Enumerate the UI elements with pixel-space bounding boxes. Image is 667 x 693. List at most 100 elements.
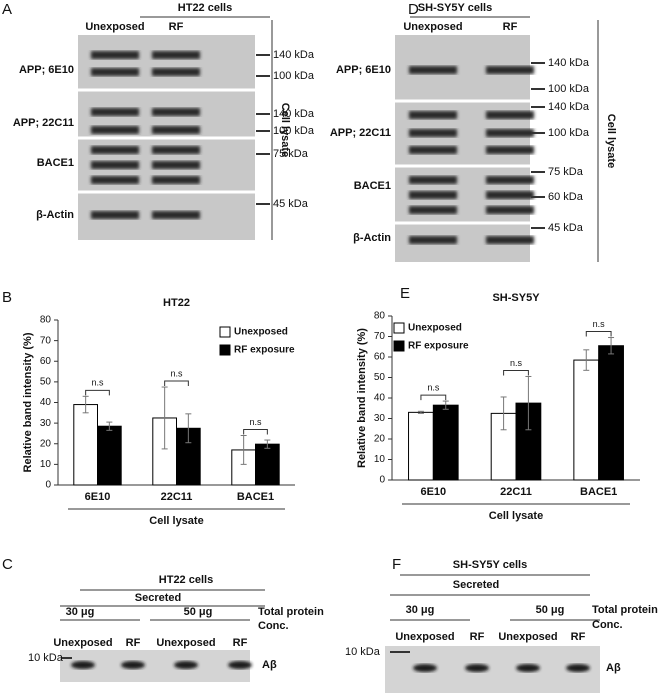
band bbox=[516, 664, 540, 672]
panel-label: E bbox=[400, 285, 410, 302]
side-label: Cell lysate bbox=[279, 103, 291, 157]
band bbox=[566, 664, 590, 672]
row-label: BACE1 bbox=[354, 180, 391, 192]
panel-label: A bbox=[2, 1, 12, 18]
bar bbox=[408, 411, 434, 481]
lane-label: RF bbox=[503, 21, 518, 33]
error-bar bbox=[525, 375, 532, 431]
band bbox=[71, 661, 95, 669]
marker-label: 140 kDa bbox=[273, 108, 315, 120]
panel-label: F bbox=[392, 556, 401, 573]
x-tick-label: BACE1 bbox=[237, 491, 274, 503]
band bbox=[152, 51, 200, 59]
panel-label: C bbox=[2, 556, 13, 573]
y-tick-label: 30 bbox=[40, 418, 52, 429]
band bbox=[91, 146, 139, 154]
lane-label: Unexposed bbox=[85, 21, 144, 33]
lane-label: Unexposed bbox=[498, 631, 557, 643]
significance-bracket bbox=[243, 429, 268, 435]
blot-title: HT22 cells bbox=[178, 2, 232, 14]
lane-label: RF bbox=[169, 21, 184, 33]
band bbox=[91, 108, 139, 116]
band bbox=[486, 176, 534, 184]
y-tick-label: 40 bbox=[374, 393, 386, 404]
error-bar bbox=[417, 410, 424, 414]
significance-bracket bbox=[164, 380, 189, 387]
blot-gap bbox=[395, 164, 530, 168]
y-tick-label: 0 bbox=[379, 475, 385, 486]
band bbox=[409, 206, 457, 214]
y-tick-label: 10 bbox=[40, 459, 52, 470]
band bbox=[152, 68, 200, 76]
band bbox=[486, 146, 534, 154]
band bbox=[409, 236, 457, 244]
legend-swatch bbox=[393, 322, 405, 334]
y-tick-label: 70 bbox=[374, 331, 386, 342]
band bbox=[152, 161, 200, 169]
significance-bracket bbox=[85, 389, 110, 396]
y-tick-label: 0 bbox=[45, 480, 51, 491]
error-bar bbox=[161, 386, 168, 450]
band bbox=[91, 176, 139, 184]
blot-gap bbox=[395, 99, 530, 103]
legend-swatch bbox=[219, 326, 231, 338]
marker-label: 60 kDa bbox=[548, 191, 584, 203]
error-bar bbox=[583, 349, 590, 371]
lane-label: Unexposed bbox=[53, 637, 112, 649]
amount-label: 30 μg bbox=[66, 606, 95, 618]
marker-label: 10 kDa bbox=[345, 646, 381, 658]
blot-gap bbox=[78, 88, 255, 92]
row-label: APP; 22C11 bbox=[13, 117, 74, 129]
error-bar bbox=[185, 413, 192, 444]
marker-label: 140 kDa bbox=[548, 57, 590, 69]
legend-label: Unexposed bbox=[234, 327, 288, 338]
y-tick-label: 60 bbox=[374, 352, 386, 363]
marker-label: 45 kDa bbox=[273, 198, 309, 210]
band bbox=[152, 211, 200, 219]
annotation: n.s bbox=[249, 417, 262, 427]
x-axis-label: Cell lysate bbox=[149, 515, 203, 527]
lane-label: RF bbox=[126, 637, 141, 649]
band-label: Aβ bbox=[606, 662, 621, 674]
secreted-title: HT22 cells bbox=[159, 574, 213, 586]
chart-title: SH-SY5Y bbox=[492, 292, 540, 304]
x-tick-label: 6E10 bbox=[420, 486, 446, 498]
group-label: Secreted bbox=[453, 579, 499, 591]
band bbox=[152, 108, 200, 116]
y-tick-label: 70 bbox=[40, 335, 52, 346]
lane-label: RF bbox=[233, 637, 248, 649]
conc-label: Total protein bbox=[592, 604, 658, 616]
annotation: n.s bbox=[593, 319, 606, 329]
y-axis-label: Relative band intensity (%) bbox=[22, 332, 34, 472]
row-label: APP; 22C11 bbox=[330, 127, 391, 139]
significance-bracket bbox=[420, 394, 447, 401]
y-tick-label: 50 bbox=[374, 372, 386, 383]
blot-gap bbox=[78, 136, 255, 140]
annotation: n.s bbox=[427, 382, 440, 392]
band bbox=[91, 161, 139, 169]
annotation: n.s bbox=[510, 358, 523, 368]
band bbox=[228, 661, 252, 669]
legend-label: Unexposed bbox=[408, 323, 462, 334]
bar bbox=[97, 425, 122, 486]
y-tick-label: 80 bbox=[40, 315, 52, 326]
row-label: BACE1 bbox=[37, 157, 74, 169]
y-tick-label: 60 bbox=[40, 356, 52, 367]
amount-label: 30 μg bbox=[406, 604, 435, 616]
x-tick-label: 22C11 bbox=[161, 491, 193, 503]
annotation: n.s bbox=[91, 378, 104, 388]
marker-label: 75 kDa bbox=[548, 166, 584, 178]
significance-bracket bbox=[503, 369, 529, 376]
band bbox=[91, 68, 139, 76]
band bbox=[121, 661, 145, 669]
blot-title: SH-SY5Y cells bbox=[418, 2, 492, 14]
band bbox=[152, 146, 200, 154]
row-label: β-Actin bbox=[353, 232, 391, 244]
x-tick-label: 22C11 bbox=[500, 486, 532, 498]
y-tick-label: 30 bbox=[374, 413, 386, 424]
band bbox=[409, 111, 457, 119]
amount-label: 50 μg bbox=[536, 604, 565, 616]
error-bar bbox=[82, 395, 89, 414]
marker-label: 140 kDa bbox=[548, 101, 590, 113]
bar bbox=[255, 443, 280, 486]
